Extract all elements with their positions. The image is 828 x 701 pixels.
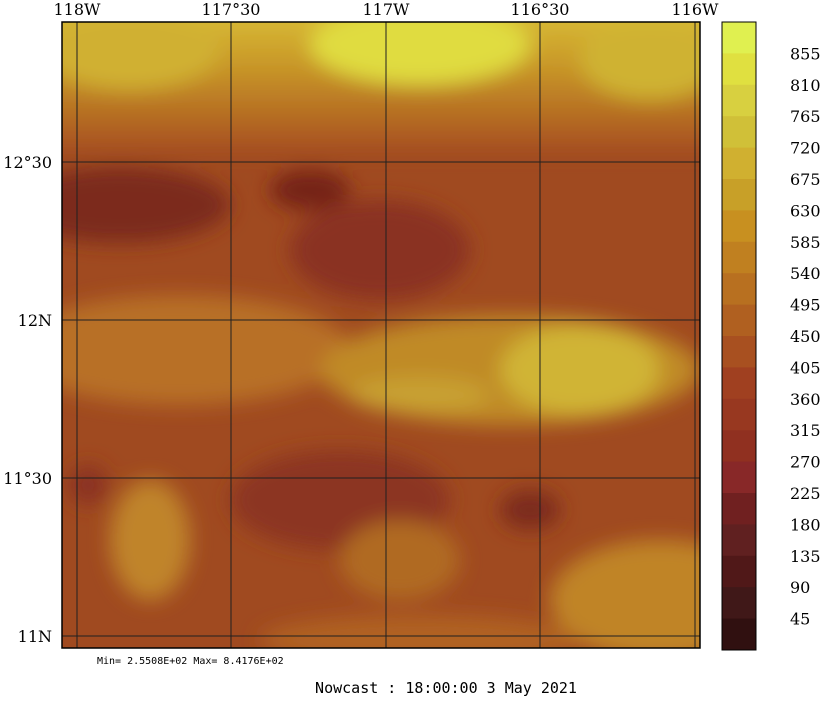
colorbar-swatch xyxy=(722,22,756,54)
colorbar-label: 135 xyxy=(790,547,821,566)
longitude-labels: 118W 117°30 117W 116°30 116W xyxy=(54,0,720,19)
colorbar: 855 810 765 720 675 630 585 540 495 450 405 360 315 2… xyxy=(721,21,821,651)
colorbar-label: 585 xyxy=(790,233,821,252)
lat-label-12-30: 12°30 xyxy=(3,153,52,172)
colorbar-label: 180 xyxy=(790,515,821,534)
colorbar-label: 765 xyxy=(790,107,821,126)
colorbar-label: 450 xyxy=(790,327,821,346)
colorbar-swatch xyxy=(722,367,756,400)
colorbar-frame xyxy=(721,21,757,651)
colorbar-label: 675 xyxy=(790,170,821,189)
colorbar-swatch xyxy=(722,179,756,211)
colorbar-swatch xyxy=(722,493,756,525)
nowcast-footer: Nowcast : 18:00:00 3 May 2021 xyxy=(315,679,577,697)
colorbar-swatch xyxy=(722,304,756,337)
colorbar-swatch xyxy=(722,618,756,651)
colorbar-label: 720 xyxy=(790,139,821,158)
colorbar-label: 540 xyxy=(790,264,821,283)
colorbar-swatch xyxy=(722,398,756,431)
map-frame xyxy=(61,21,701,649)
colorbar-swatch xyxy=(722,336,756,368)
lat-label-11-30: 11°30 xyxy=(3,469,52,488)
colorbar-swatch xyxy=(722,555,756,588)
colorbar-label: 45 xyxy=(790,610,810,629)
lon-label-116-30: 116°30 xyxy=(511,0,570,19)
colorbar-swatch xyxy=(722,430,756,463)
lon-label-117w: 117W xyxy=(363,0,411,19)
lat-label-11n: 11N xyxy=(18,627,52,646)
colorbar-label: 810 xyxy=(790,76,821,95)
graticule xyxy=(62,22,700,648)
colorbar-label: 630 xyxy=(790,201,821,220)
colorbar-label: 495 xyxy=(790,296,821,315)
colorbar-label: 405 xyxy=(790,358,821,377)
colorbar-swatch xyxy=(722,210,756,243)
colorbar-swatch xyxy=(722,587,756,620)
lon-label-117-30: 117°30 xyxy=(202,0,261,19)
min-max-stats: Min= 2.5508E+02 Max= 8.4176E+02 xyxy=(97,656,284,667)
colorbar-swatch xyxy=(722,524,756,557)
colorbar-swatch xyxy=(722,116,756,149)
colorbar-label: 225 xyxy=(790,484,821,503)
colorbar-swatch xyxy=(722,147,756,180)
colorbar-swatch xyxy=(722,461,756,494)
colorbar-label: 360 xyxy=(790,390,821,409)
colorbar-swatch xyxy=(722,273,756,306)
colorbar-label: 855 xyxy=(790,44,821,63)
lon-label-116w: 116W xyxy=(672,0,720,19)
colorbar-label: 315 xyxy=(790,421,821,440)
colorbar-label: 90 xyxy=(790,578,810,597)
colorbar-label: 270 xyxy=(790,453,821,472)
lat-label-12n: 12N xyxy=(18,311,52,330)
colorbar-swatch xyxy=(722,84,756,117)
colorbar-swatch xyxy=(722,241,756,274)
contour-field xyxy=(62,22,700,648)
colorbar-swatch xyxy=(722,53,756,86)
lon-label-118w: 118W xyxy=(54,0,102,19)
latitude-labels: 12°30 12N 11°30 11N xyxy=(3,153,52,646)
